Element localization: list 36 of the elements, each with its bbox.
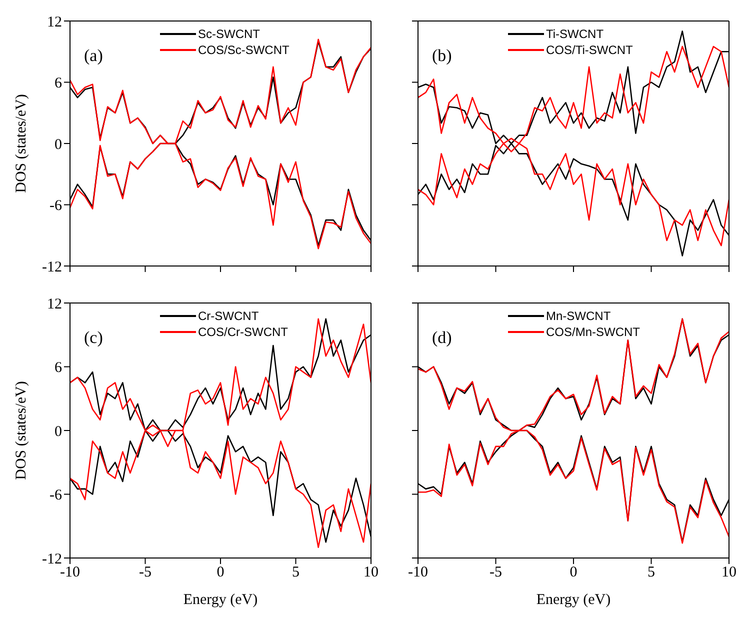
y-tick-label: 0 bbox=[54, 424, 62, 440]
legend-label: Mn-SWCNT bbox=[546, 309, 611, 323]
x-tick-label: -5 bbox=[139, 564, 152, 581]
legend-label: Cr-SWCNT bbox=[198, 309, 259, 323]
y-tick-label: 12 bbox=[47, 296, 62, 312]
y-tick-label: 6 bbox=[54, 76, 62, 92]
annotation: (d) bbox=[432, 328, 452, 348]
y-tick-label: -6 bbox=[50, 488, 62, 504]
x-tick-label: 0 bbox=[570, 564, 578, 581]
y-tick-label: 12 bbox=[47, 14, 62, 30]
legend-label: Sc-SWCNT bbox=[198, 27, 260, 41]
y-tick-label: 0 bbox=[54, 136, 62, 153]
legend-label: COS/Ti-SWCNT bbox=[546, 43, 633, 57]
legend-label: COS/Mn-SWCNT bbox=[546, 325, 640, 339]
x-tick-label: -10 bbox=[60, 564, 80, 581]
x-tick-label: 0 bbox=[216, 564, 224, 581]
x-tick-label: 10 bbox=[364, 564, 378, 581]
annotation: (a) bbox=[84, 46, 103, 66]
x-tick-label: -10 bbox=[408, 564, 428, 581]
legend-label: Ti-SWCNT bbox=[546, 27, 604, 41]
x-tick-label: -5 bbox=[490, 564, 502, 581]
y-axis-title: DOS (states/eV) bbox=[13, 381, 30, 480]
x-axis-title: Energy (eV) bbox=[183, 592, 258, 608]
x-tick-label: 5 bbox=[292, 564, 300, 581]
legend-label: COS/Cr-SWCNT bbox=[198, 325, 288, 339]
x-axis-title: Energy (eV) bbox=[536, 592, 611, 608]
x-tick-label: 10 bbox=[722, 564, 736, 581]
y-tick-label: 6 bbox=[54, 360, 62, 376]
y-tick-label: -6 bbox=[50, 198, 62, 214]
legend-label: COS/Sc-SWCNT bbox=[198, 43, 290, 57]
x-tick-label: 5 bbox=[648, 564, 655, 581]
y-axis-title: DOS (states/eV) bbox=[13, 94, 30, 193]
annotation: (c) bbox=[84, 328, 103, 348]
annotation: (b) bbox=[432, 46, 452, 66]
y-tick-label: -12 bbox=[42, 259, 62, 276]
y-tick-label: -12 bbox=[42, 551, 62, 568]
